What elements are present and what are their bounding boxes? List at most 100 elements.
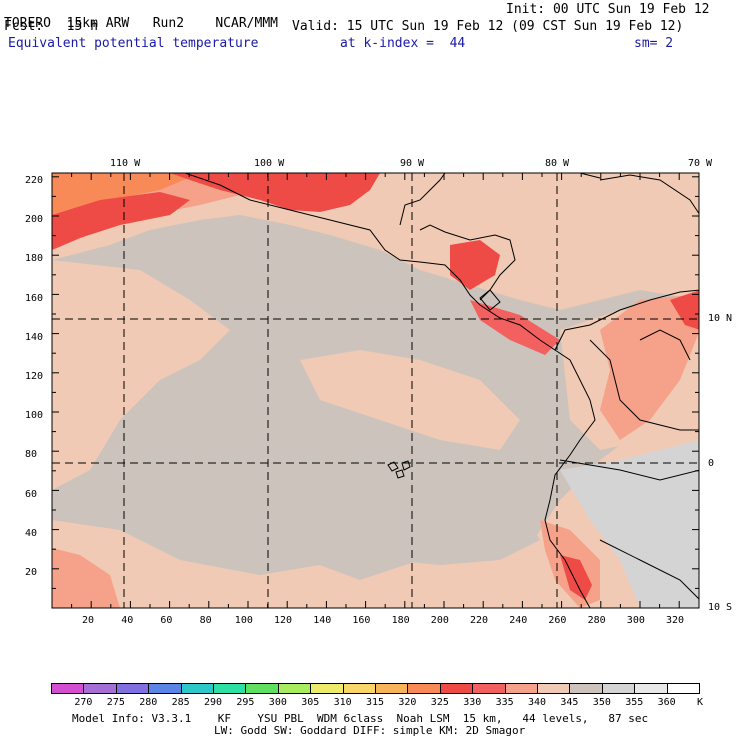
- lat-label-0: 0: [708, 458, 715, 469]
- colorbar-swatch: [51, 683, 85, 694]
- y-tick-label: 200: [25, 214, 44, 226]
- x-tick-label: 180: [391, 615, 410, 626]
- x-tick-label: 160: [352, 615, 371, 626]
- colorbar-label: 290: [204, 697, 223, 708]
- colorbar-swatch: [439, 683, 474, 694]
- physics-info: LW: Godd SW: Goddard DIFF: simple KM: 2D…: [214, 724, 526, 737]
- x-tick-label: 100: [234, 615, 253, 626]
- field-region-warm-central-america: [450, 240, 500, 290]
- y-tick-label: 80: [25, 449, 38, 461]
- axis-tick-marks: [52, 173, 699, 608]
- y-tick-label: 100: [25, 410, 44, 422]
- colorbar-swatch: [634, 683, 668, 694]
- colorbar-label: 305: [301, 697, 320, 708]
- x-tick-label: 300: [626, 615, 645, 626]
- colorbar-label: 300: [268, 697, 287, 708]
- colorbar-swatch: [504, 683, 538, 694]
- x-tick-label: 220: [470, 615, 489, 626]
- field-region-warm-sw: [52, 548, 120, 608]
- x-tick-label: 140: [313, 615, 332, 626]
- x-tick-label: 80: [199, 615, 212, 626]
- field-region-salmon-south: [52, 415, 699, 608]
- colorbar-label: 285: [171, 697, 190, 708]
- colorbar-swatch: [83, 683, 117, 694]
- colorbar-swatch: [407, 683, 441, 694]
- lon-label-90w: 90 W: [400, 158, 425, 169]
- colorbar-swatch: [310, 683, 344, 694]
- colorbar-label: 345: [560, 697, 579, 708]
- model-info: Model Info: V3.3.1 KF YSU PBL WDM 6class…: [72, 712, 649, 725]
- x-tick-label: 40: [121, 615, 134, 626]
- x-tick-label: 320: [666, 615, 685, 626]
- lon-label-80w: 80 W: [545, 158, 570, 169]
- colorbar-swatch: [472, 683, 506, 694]
- colorbar-label: 315: [366, 697, 385, 708]
- colorbar-label: 335: [495, 697, 514, 708]
- colorbar-label: 340: [528, 697, 547, 708]
- lon-label-70w: 70 W: [688, 158, 713, 169]
- colorbar-swatch: [148, 683, 182, 694]
- y-tick-label: 20: [25, 567, 38, 578]
- y-tick-label: 160: [25, 292, 44, 304]
- field-name: Equivalent potential temperature: [8, 36, 259, 51]
- coastlines: [184, 173, 699, 608]
- x-tick-label: 240: [509, 615, 528, 626]
- colorbar-swatch: [115, 683, 150, 694]
- y-tick-label: 220: [25, 175, 44, 186]
- x-tick-label: 280: [587, 615, 606, 626]
- x-tick-label: 60: [160, 615, 173, 626]
- colorbar-label: 310: [333, 697, 352, 708]
- lon-label-110w: 110 W: [110, 158, 141, 169]
- colorbar-swatch: [213, 683, 247, 694]
- x-tick-label: 120: [274, 615, 293, 626]
- field-region-grey-pacific: [380, 500, 540, 565]
- colorbar-label: 295: [236, 697, 255, 708]
- field-region-red-venezuela: [670, 290, 699, 330]
- lon-label-100w: 100 W: [254, 158, 285, 169]
- field-region-salmon-west: [52, 260, 230, 490]
- level-info: at k-index = 44: [340, 36, 466, 51]
- colorbar-unit: K: [697, 697, 704, 708]
- plot-frame: [51, 172, 700, 609]
- colorbar-swatch: [601, 683, 636, 694]
- x-tick-label: 200: [430, 615, 449, 626]
- x-tick-label: 260: [548, 615, 567, 626]
- field-region-warm-mexico: [170, 173, 380, 212]
- y-tick-label: 40: [25, 527, 38, 539]
- forecast-hour: Fcst: 15 h: [4, 19, 98, 34]
- valid-time: Valid: 15 UTC Sun 19 Feb 12 (09 CST Sun …: [292, 19, 684, 34]
- colorbar-label: 355: [625, 697, 644, 708]
- colorbar-swatch: [342, 683, 376, 694]
- field-region-salmon-north: [52, 173, 699, 310]
- graticule: [52, 173, 699, 608]
- field-region-grey-south: [560, 440, 699, 608]
- colorbar-label: 280: [139, 697, 158, 708]
- colorbar-swatch: [277, 683, 312, 694]
- colorbar-swatch: [569, 683, 603, 694]
- colorbar-label: 360: [657, 697, 676, 708]
- lat-label-10n: 10 N: [708, 313, 733, 324]
- colorbar-label: 275: [106, 697, 125, 708]
- colorbar-swatch: [180, 683, 214, 694]
- colorbar-label: 350: [592, 697, 611, 708]
- colorbar-swatch: [375, 683, 409, 694]
- model-title: TORERO 15km ARW Run2 NCAR/MMM: [4, 16, 278, 31]
- smoothing-info: sm= 2: [634, 36, 674, 51]
- field-region-salmon-center: [300, 350, 520, 450]
- colorbar-swatch: [537, 683, 571, 694]
- y-tick-label: 120: [25, 371, 44, 382]
- colorbar-label: 325: [430, 697, 449, 708]
- init-time: Init: 00 UTC Sun 19 Feb 12: [506, 2, 710, 17]
- field-region-warm-colombia: [600, 295, 699, 440]
- y-tick-label: 60: [25, 488, 38, 500]
- colorbar-label: 320: [398, 697, 417, 708]
- colorbar-swatch: [666, 683, 700, 694]
- colorbar-label: 330: [463, 697, 482, 708]
- lat-label-10s: 10 S: [708, 602, 733, 613]
- x-tick-label: 20: [82, 615, 95, 626]
- y-tick-label: 180: [25, 253, 44, 265]
- colorbar-swatch: [245, 683, 279, 694]
- field-region-red-nw: [52, 192, 190, 250]
- field-region-warm-costa-rica: [470, 300, 560, 355]
